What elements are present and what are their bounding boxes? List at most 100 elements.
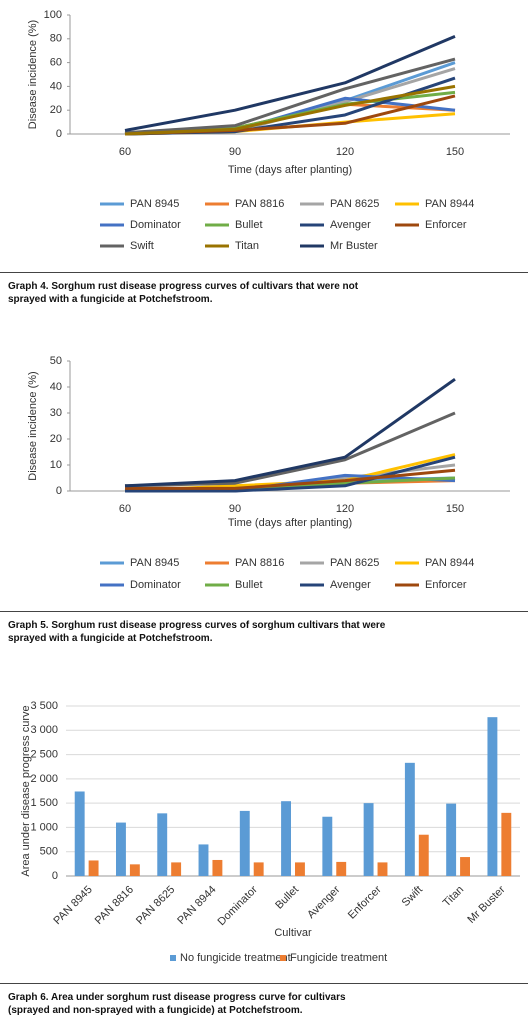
x-tick-label: Mr Buster	[465, 883, 507, 925]
bar	[460, 857, 470, 876]
legend-label: Titan	[235, 240, 259, 252]
bar	[212, 859, 223, 876]
y-tick-label: 500	[40, 846, 58, 858]
legend-label: Bullet	[235, 219, 263, 231]
legend-label: Dominator	[130, 219, 181, 231]
bar	[239, 810, 250, 876]
bar	[171, 862, 182, 876]
bar	[377, 862, 388, 876]
series-line	[125, 468, 456, 490]
y-axis-title: Area under disease progress curve	[20, 705, 32, 876]
x-tick-label: Dominator	[216, 883, 261, 928]
series-line	[124, 35, 456, 132]
legend-label: PAN 8945	[130, 557, 179, 569]
x-tick-label: 90	[229, 146, 241, 158]
y-tick-label: 20	[50, 433, 62, 445]
series-line	[124, 377, 456, 488]
bar	[418, 834, 429, 876]
legend-label: Swift	[130, 240, 154, 252]
bar	[487, 717, 498, 876]
divider	[0, 272, 528, 273]
bar	[88, 860, 99, 876]
legend-label: Mr Buster	[330, 240, 378, 252]
x-tick-label: PAN 8944	[175, 884, 218, 927]
series-line	[124, 57, 456, 135]
x-tick-label: 150	[446, 146, 464, 158]
legend-label: Fungicide treatment	[290, 952, 387, 964]
legend-label: Bullet	[235, 579, 263, 591]
y-tick-label: 1 000	[30, 821, 58, 833]
y-tick-label: 100	[44, 9, 62, 21]
legend-label: Enforcer	[425, 579, 467, 591]
legend-label: PAN 8625	[330, 198, 379, 210]
bar	[295, 862, 305, 876]
bar	[404, 762, 415, 876]
bar	[116, 822, 126, 876]
y-tick-label: 3 500	[30, 700, 58, 712]
legend-label: PAN 8816	[235, 198, 284, 210]
legend-label: PAN 8816	[235, 557, 284, 569]
x-tick-label: 60	[119, 503, 131, 515]
bar	[322, 816, 333, 876]
x-tick-label: 60	[119, 146, 131, 158]
y-tick-label: 2 500	[30, 748, 58, 760]
y-tick-label: 60	[50, 57, 62, 69]
y-tick-label: 40	[50, 80, 62, 92]
y-tick-label: 40	[50, 381, 62, 393]
x-tick-label: PAN 8945	[51, 884, 94, 927]
legend-swatch	[280, 955, 286, 961]
legend-label: PAN 8625	[330, 557, 379, 569]
y-tick-label: 30	[50, 407, 62, 419]
bar	[198, 844, 209, 876]
divider	[0, 983, 528, 984]
y-tick-label: 0	[56, 485, 62, 497]
bar	[336, 861, 347, 876]
x-axis-title: Time (days after planting)	[228, 164, 352, 176]
x-tick-label: 150	[446, 503, 464, 515]
legend-label: Enforcer	[425, 219, 467, 231]
y-tick-label: 10	[50, 459, 62, 471]
bar	[363, 803, 374, 876]
divider	[0, 611, 528, 612]
y-tick-label: 1 500	[30, 797, 58, 809]
legend-label: Avenger	[330, 219, 371, 231]
bar	[74, 791, 85, 876]
y-tick-label: 2 000	[30, 773, 58, 785]
y-axis-title: Disease incidence (%)	[27, 20, 39, 129]
legend-label: Avenger	[330, 579, 371, 591]
bar	[446, 803, 457, 876]
legend-label: PAN 8945	[130, 198, 179, 210]
x-tick-label: PAN 8625	[134, 884, 177, 927]
x-tick-label: Avenger	[305, 883, 343, 921]
legend-label: No fungicide treatment	[180, 952, 291, 964]
bar	[501, 812, 512, 876]
y-tick-label: 50	[50, 355, 62, 367]
x-tick-label: PAN 8816	[93, 884, 136, 927]
x-tick-label: Swift	[400, 884, 425, 909]
x-tick-label: 90	[229, 503, 241, 515]
x-tick-label: 120	[336, 146, 354, 158]
legend-label: PAN 8944	[425, 198, 474, 210]
series-line	[124, 84, 456, 136]
caption: Graph 5. Sorghum rust disease progress c…	[8, 620, 386, 644]
bar	[253, 862, 264, 876]
bar	[281, 801, 291, 876]
bar	[157, 813, 168, 876]
x-tick-label: Enforcer	[346, 883, 384, 921]
x-axis-title: Cultivar	[274, 927, 312, 939]
x-tick-label: Titan	[441, 884, 466, 909]
y-tick-label: 0	[52, 870, 58, 882]
x-tick-label: 120	[336, 503, 354, 515]
bar	[129, 864, 140, 876]
x-axis-title: Time (days after planting)	[228, 517, 352, 529]
x-tick-label: Bullet	[273, 884, 301, 912]
legend-label: Dominator	[130, 579, 181, 591]
caption: Graph 6. Area under sorghum rust disease…	[8, 992, 346, 1016]
y-tick-label: 3 000	[30, 724, 58, 736]
y-tick-label: 80	[50, 33, 62, 45]
caption: Graph 4. Sorghum rust disease progress c…	[8, 281, 359, 305]
y-tick-label: 0	[56, 128, 62, 140]
y-tick-label: 20	[50, 104, 62, 116]
